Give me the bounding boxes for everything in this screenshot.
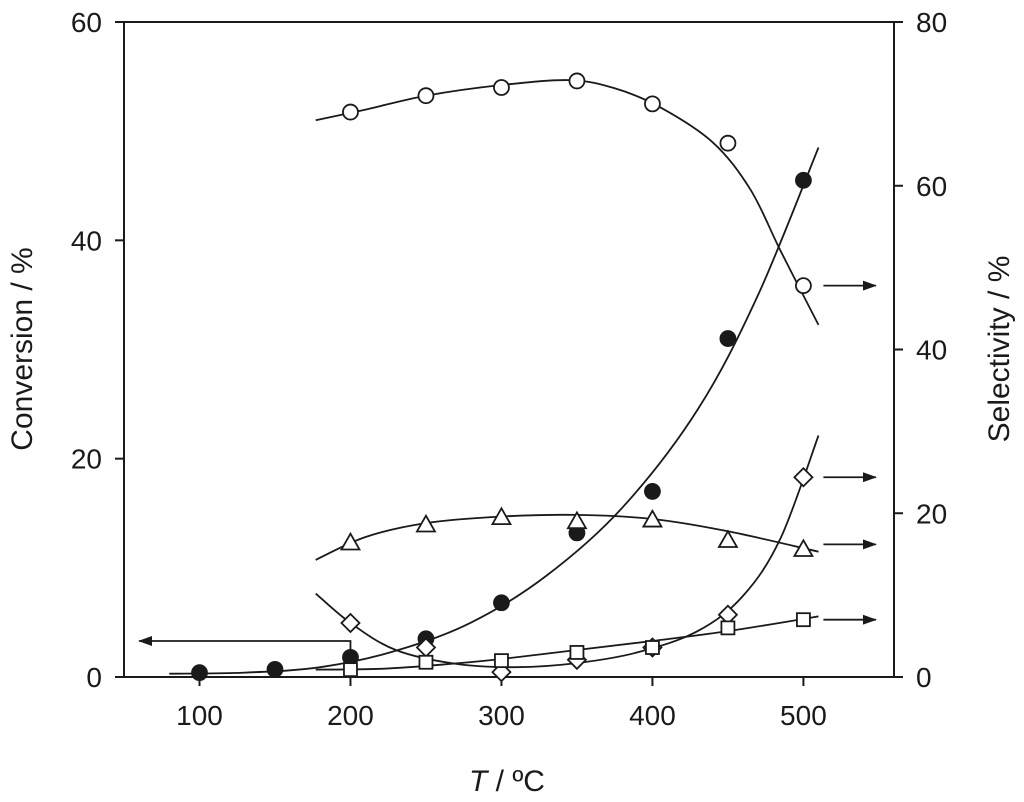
y-axis-left-title: Conversion / % xyxy=(6,247,39,450)
point-open-circle xyxy=(795,277,812,295)
x-tick-label: 200 xyxy=(327,700,374,731)
y-left-tick-label: 40 xyxy=(71,225,102,256)
y-left-tick-label: 20 xyxy=(71,444,102,475)
x-tick-label: 500 xyxy=(780,700,827,731)
y-right-tick-label: 80 xyxy=(916,7,947,38)
y-right-tick-label: 20 xyxy=(916,498,947,529)
y-left-tick-label: 60 xyxy=(71,7,102,38)
y-axis-right-title: Selectivity / % xyxy=(983,256,1016,443)
point-filled-circle xyxy=(795,171,812,189)
point-filled-circle xyxy=(191,664,208,682)
fit-curve-open-circle xyxy=(315,79,820,326)
fit-curves xyxy=(169,79,820,675)
x-axis-title-symbol: T xyxy=(469,765,490,798)
point-open-triangle xyxy=(339,531,362,551)
point-open-circle xyxy=(417,87,435,105)
point-open-square xyxy=(418,654,434,670)
fit-curve-open-triangle xyxy=(315,513,819,561)
point-filled-circle xyxy=(644,483,661,500)
axis-arrows xyxy=(138,280,877,672)
point-open-triangle xyxy=(792,538,814,557)
data-points xyxy=(191,72,814,683)
point-open-circle xyxy=(644,95,661,113)
point-open-circle xyxy=(493,79,510,96)
fit-curve-filled-circle xyxy=(169,147,820,675)
x-axis-title-unit: / ºC xyxy=(487,765,545,798)
y-right-tick-label: 0 xyxy=(916,662,932,693)
point-open-triangle xyxy=(566,510,588,530)
plot-frame xyxy=(123,21,895,678)
x-axis-title: T / ºC xyxy=(469,765,545,798)
y-right-tick-label: 60 xyxy=(916,171,947,202)
point-filled-circle xyxy=(266,660,284,678)
point-open-diamond xyxy=(340,612,361,634)
point-filled-circle xyxy=(719,330,737,347)
point-open-triangle xyxy=(490,506,513,525)
point-open-triangle xyxy=(415,513,437,533)
x-tick-label: 100 xyxy=(176,700,223,731)
point-open-circle xyxy=(568,72,586,90)
point-open-triangle xyxy=(717,529,739,548)
point-filled-circle xyxy=(493,594,510,612)
point-open-square xyxy=(569,645,585,660)
point-open-square xyxy=(645,640,660,655)
x-tick-label: 400 xyxy=(629,700,676,731)
point-open-circle xyxy=(719,134,737,152)
fit-curve-open-square xyxy=(315,615,819,671)
point-open-circle xyxy=(342,103,359,121)
point-open-square xyxy=(720,620,736,636)
point-open-triangle xyxy=(641,508,663,528)
y-right-tick-label: 40 xyxy=(916,335,947,366)
point-open-square xyxy=(796,612,811,628)
point-open-square xyxy=(494,653,509,669)
y-left-tick-label: 0 xyxy=(86,662,102,693)
fit-curve-open-diamond xyxy=(315,435,820,669)
point-open-diamond xyxy=(793,466,814,488)
x-tick-label: 300 xyxy=(478,700,525,731)
ticks: 100 200 300 400 500 0 20 40 60 0 20 40 60 80 xyxy=(71,7,947,731)
point-open-square xyxy=(343,662,358,678)
